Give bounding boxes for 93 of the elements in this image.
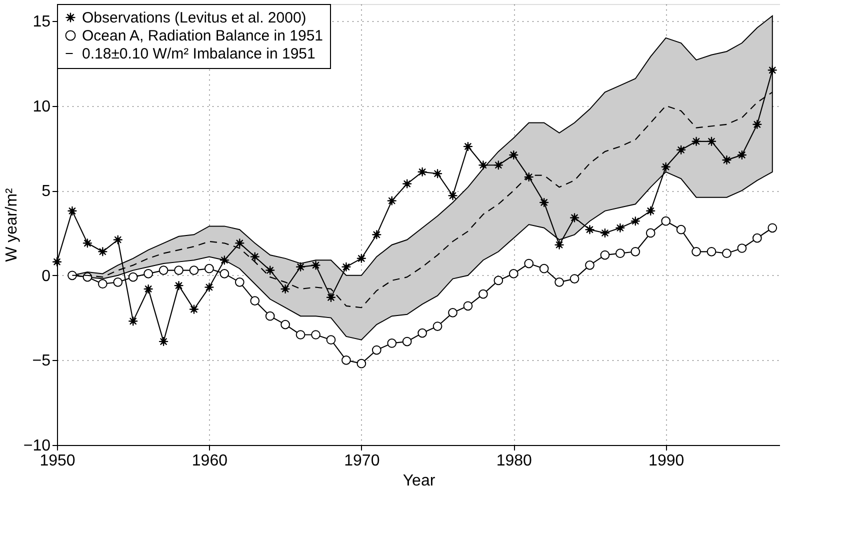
point [189,304,199,314]
point [296,330,306,340]
point [691,136,702,146]
point [98,246,108,257]
y-axis-title: W year/m² [3,187,20,262]
point [661,216,671,226]
point [570,212,580,223]
point [524,258,534,268]
y-tick-label: 0 [42,268,51,285]
point [204,282,214,292]
point [554,277,564,287]
point [692,246,701,256]
point [143,284,154,294]
point [234,277,244,287]
x-tick-label: 1970 [344,452,380,470]
point [112,234,123,245]
point [600,250,610,260]
y-tick-label: 10 [32,98,51,116]
point [494,276,504,286]
point [768,223,778,233]
point [660,162,671,172]
x-tick-label: 1960 [192,452,228,470]
point [311,330,320,340]
point [584,224,595,235]
legend-label: 0.18±0.10 W/m² Imbalance in 1951 [82,46,316,62]
point [752,119,762,130]
point [128,316,138,326]
point [128,272,138,282]
point [234,238,245,248]
point [386,196,397,206]
point [387,338,397,348]
point [752,233,762,243]
point [402,178,412,189]
point [372,345,382,355]
point [585,260,594,270]
point [722,248,732,258]
point [356,358,366,368]
point [737,244,747,253]
point [539,264,549,274]
x-tick-label: 1980 [496,452,532,470]
point [326,335,336,345]
point [265,265,276,276]
point [67,206,78,216]
point [68,270,77,280]
point [570,274,580,284]
point [342,356,351,365]
point [432,322,442,331]
point [280,284,290,294]
y-tick-label: 5 [42,183,51,200]
point [706,246,716,256]
point [508,269,518,278]
point [630,246,640,256]
legend-label: Observations (Levitus et al. 2000) [82,10,306,26]
point [250,252,260,262]
legend-label: Ocean A, Radiation Balance in 1951 [82,28,324,44]
point [52,256,62,267]
y-tick-label: −10 [23,438,51,454]
point [310,260,321,270]
point [615,222,626,233]
point [265,311,275,321]
point [174,280,184,291]
point [615,248,625,258]
point [113,277,123,287]
point [98,279,108,289]
point [554,240,564,250]
point [204,264,214,274]
y-tick-label: −5 [32,352,51,370]
point [448,308,458,318]
x-tick-label: 1950 [40,452,76,470]
point [646,228,656,238]
point [372,230,382,240]
point [722,155,732,166]
y-tick-label: 15 [32,13,51,30]
point [174,266,184,275]
point [341,262,352,272]
point [676,224,686,234]
point [250,296,260,306]
point [280,320,290,330]
point [493,160,504,170]
point [158,266,168,275]
point [402,336,412,346]
point [463,301,473,311]
point [144,269,154,278]
x-tick-label: 1990 [648,452,684,470]
point [767,65,778,76]
point [418,328,427,338]
point [417,166,428,177]
x-axis-title: Year [402,472,436,490]
point [448,190,458,201]
point [189,266,199,275]
point [478,160,488,170]
point [478,289,488,299]
point [220,269,230,278]
